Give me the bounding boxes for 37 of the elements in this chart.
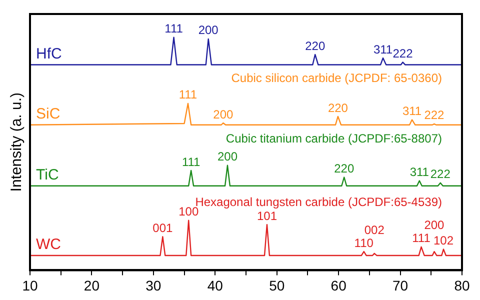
- annotation: Cubic silicon carbide (JCPDF: 65-0360): [231, 70, 442, 85]
- annotation: 311: [402, 104, 422, 118]
- annotation: 311: [410, 165, 430, 180]
- x-tick-label: 50: [269, 277, 285, 294]
- series-label: TiC: [36, 166, 59, 184]
- annotation: 220: [328, 100, 348, 115]
- y-axis-title: Intensity (a. u.): [8, 92, 26, 192]
- annotation: 111: [164, 22, 184, 36]
- annotation: 111: [412, 231, 431, 246]
- series-label: WC: [36, 236, 62, 254]
- annotation: 220: [334, 162, 354, 176]
- x-tick-label: 80: [454, 277, 470, 294]
- series-label: SiC: [36, 106, 60, 123]
- annotation: 200: [217, 150, 238, 164]
- x-tick-label: 40: [207, 277, 224, 294]
- x-tick-label: 60: [330, 277, 347, 294]
- annotation: 222: [392, 46, 414, 61]
- x-tick-label: 20: [84, 277, 100, 294]
- annotation: 101: [256, 208, 278, 223]
- annotation: 110: [354, 236, 374, 250]
- series-label: HfC: [36, 45, 62, 62]
- annotation: Cubic titanium carbide (JCPDF:65-8807): [226, 131, 442, 146]
- annotation: 001: [152, 220, 174, 235]
- annotation: 111: [178, 88, 198, 102]
- x-tick-label: 30: [146, 277, 162, 294]
- annotation: 102: [433, 234, 454, 248]
- annotation: 200: [198, 23, 219, 38]
- annotation: 222: [424, 108, 445, 122]
- x-tick-label: 70: [392, 277, 408, 294]
- annotation: 311: [373, 42, 393, 56]
- annotation: 200: [424, 218, 445, 232]
- annotation: 220: [305, 38, 326, 53]
- annotation: 200: [213, 107, 234, 122]
- annotation: 002: [364, 222, 385, 237]
- annotation: 111: [182, 154, 201, 169]
- annotation: 222: [430, 167, 451, 182]
- x-tick-label: 10: [22, 277, 38, 294]
